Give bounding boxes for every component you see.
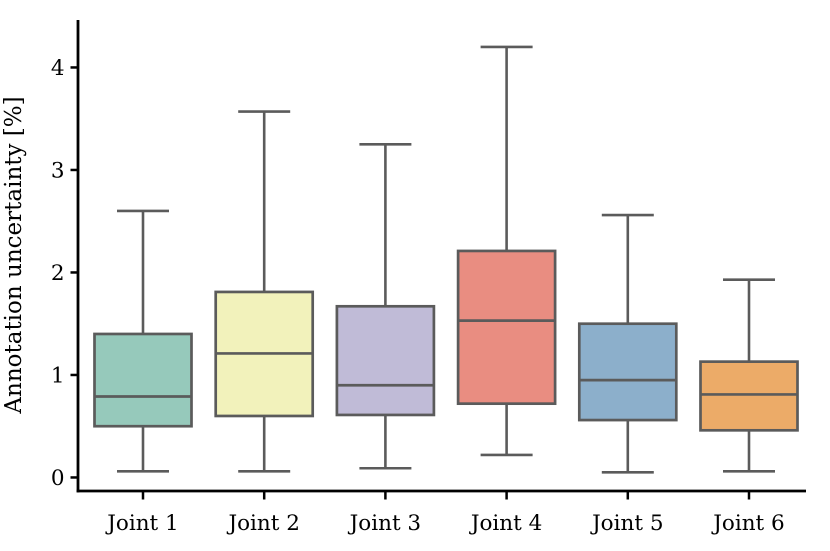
y-tick-label: 4 bbox=[51, 56, 65, 81]
boxplot-joint-4: Joint 4 bbox=[456, 45, 557, 536]
iqr-box bbox=[93, 332, 193, 428]
iqr-box bbox=[577, 322, 678, 422]
x-tick-label: Joint 1 bbox=[105, 511, 178, 536]
x-tick-label: Joint 3 bbox=[348, 511, 421, 536]
x-tick-label: Joint 2 bbox=[226, 511, 299, 536]
boxplot-joint-1: Joint 1 bbox=[93, 209, 193, 536]
boxplot-joint-2: Joint 2 bbox=[214, 110, 315, 536]
iqr-box bbox=[335, 304, 436, 417]
x-tick-label: Joint 4 bbox=[469, 511, 542, 536]
iqr-box bbox=[456, 249, 557, 406]
y-tick-label: 3 bbox=[51, 158, 65, 183]
y-tick-label: 0 bbox=[51, 466, 65, 491]
axes: 0 1 2 3 4 Annotation uncertainty [%] bbox=[1, 20, 806, 493]
iqr-box bbox=[699, 360, 799, 432]
y-tick-label: 1 bbox=[51, 363, 65, 388]
x-tick-label: Joint 6 bbox=[711, 511, 784, 536]
y-tick-label: 2 bbox=[51, 261, 65, 286]
x-tick-label: Joint 5 bbox=[590, 511, 663, 536]
y-axis-label: Annotation uncertainty [%] bbox=[1, 96, 27, 414]
boxplot-joint-5: Joint 5 bbox=[577, 213, 678, 536]
boxplot-joint-6: Joint 6 bbox=[699, 278, 799, 536]
boxplot-joint-3: Joint 3 bbox=[335, 143, 436, 536]
